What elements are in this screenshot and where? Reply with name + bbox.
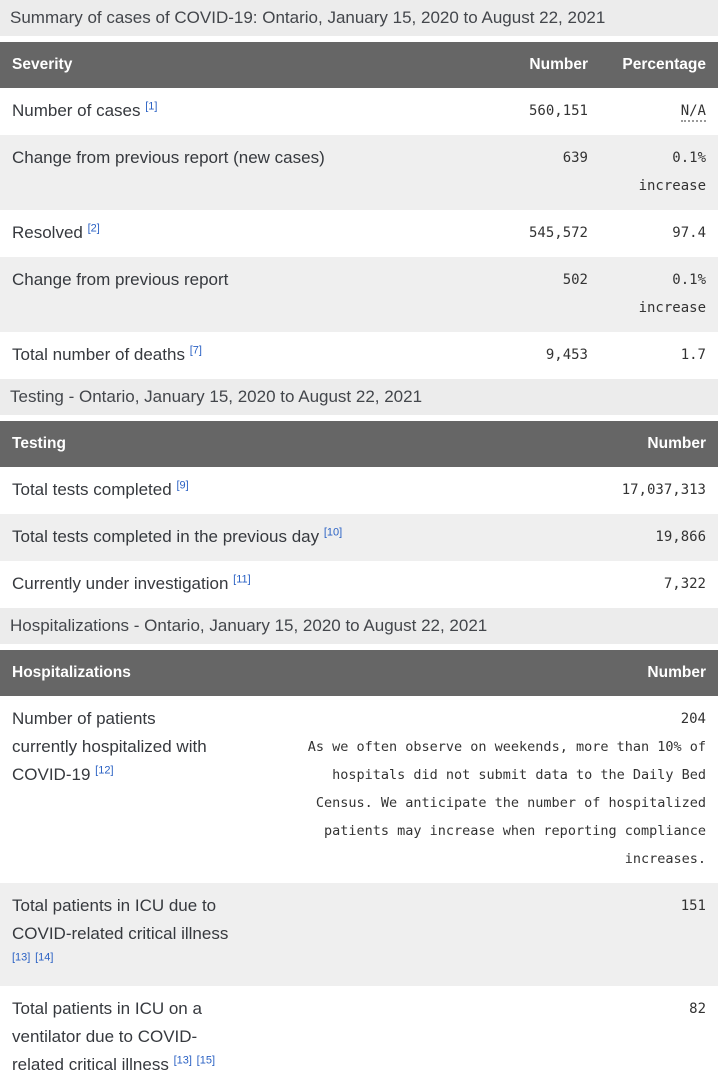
number-value: 9,453 [545, 347, 588, 363]
number-value: 151 [680, 898, 706, 914]
percentage-value: 0.1% increase [638, 150, 706, 194]
table-row: Number of cases [1] 560,151 N/A [0, 88, 718, 135]
number-value: 17,037,313 [621, 482, 706, 498]
number-value: 7,322 [663, 576, 706, 592]
testing-column-header: Testing [12, 435, 66, 452]
summary-table-header: Severity Number Percentage [0, 42, 718, 88]
table-row: Change from previous report (new cases) … [0, 135, 718, 210]
number-cell: 204 As we often observe on weekends, mor… [219, 705, 718, 873]
row-label: Number of patients currently hospitalize… [0, 705, 219, 873]
footnote-link[interactable]: [2] [87, 222, 100, 235]
footnote-link[interactable]: [10] [323, 526, 343, 539]
number-cell: 82 [231, 995, 718, 1079]
percentage-value: 0.1% increase [638, 272, 706, 316]
row-label: Total patients in ICU on a ventilator du… [0, 995, 231, 1079]
number-value: 82 [689, 1001, 706, 1017]
testing-table: Testing Number Total tests completed [9]… [0, 421, 718, 608]
table-row: Resolved [2] 545,572 97.4 [0, 210, 718, 257]
row-label: Total patients in ICU due to COVID-relat… [0, 892, 231, 976]
percentage-column-header: Percentage [622, 56, 706, 73]
number-value: 19,866 [655, 529, 706, 545]
summary-section-title: Summary of cases of COVID-19: Ontario, J… [0, 0, 718, 36]
footnote-link[interactable]: [9] [176, 479, 189, 492]
hospitalizations-section-title: Hospitalizations - Ontario, January 15, … [0, 608, 718, 644]
row-label: Change from previous report (new cases) [0, 144, 450, 200]
footnote-link[interactable]: [11] [233, 573, 251, 586]
row-label: Total tests completed [9] [0, 476, 568, 504]
row-label: Resolved [2] [0, 219, 450, 247]
table-row: Total tests completed in the previous da… [0, 514, 718, 561]
number-column-header: Number [529, 56, 588, 73]
testing-section-title: Testing - Ontario, January 15, 2020 to A… [0, 379, 718, 415]
percentage-value: 1.7 [680, 347, 706, 363]
number-value: 639 [562, 150, 588, 166]
percentage-value: 97.4 [672, 225, 706, 241]
row-label-text: Currently under investigation [12, 574, 229, 593]
row-label: Number of cases [1] [0, 97, 450, 125]
percentage-value: N/A [600, 97, 718, 125]
row-label: Total number of deaths [7] [0, 341, 450, 369]
table-row: Number of patients currently hospitalize… [0, 696, 718, 883]
row-label-text: Total patients in ICU due to COVID-relat… [12, 896, 229, 943]
table-row: Total tests completed [9] 17,037,313 [0, 467, 718, 514]
row-label-text: Change from previous report [12, 270, 229, 289]
summary-table: Severity Number Percentage Number of cas… [0, 42, 718, 379]
number-cell: 151 [231, 892, 718, 976]
footnote-link[interactable]: [13] [12, 951, 31, 964]
number-column-header: Number [647, 435, 706, 452]
row-label-text: Total tests completed [12, 480, 172, 499]
table-row: Total patients in ICU due to COVID-relat… [0, 883, 718, 986]
number-value: 204 [680, 711, 706, 727]
row-label-text: Number of cases [12, 101, 141, 120]
row-label-text: Total number of deaths [12, 345, 185, 364]
table-row: Total patients in ICU on a ventilator du… [0, 986, 718, 1089]
row-label-text: Total tests completed in the previous da… [12, 527, 320, 546]
footnote-link[interactable]: [13] [173, 1054, 192, 1067]
hospitalizations-table: Hospitalizations Number Number of patien… [0, 650, 718, 1089]
table-row: Total number of deaths [7] 9,453 1.7 [0, 332, 718, 379]
footnote-link[interactable]: [7] [189, 344, 202, 357]
row-label: Currently under investigation [11] [0, 570, 568, 598]
testing-table-header: Testing Number [0, 421, 718, 467]
hospitalizations-table-header: Hospitalizations Number [0, 650, 718, 696]
number-value: 560,151 [528, 103, 588, 119]
number-value: 545,572 [528, 225, 588, 241]
row-label: Total tests completed in the previous da… [0, 523, 568, 551]
na-abbreviation: N/A [680, 103, 706, 122]
table-row: Currently under investigation [11] 7,322 [0, 561, 718, 608]
hospitalizations-column-header: Hospitalizations [12, 664, 131, 681]
footnote-link[interactable]: [15] [196, 1054, 216, 1067]
severity-column-header: Severity [12, 56, 73, 73]
row-label: Change from previous report [0, 266, 450, 322]
row-label-text: Change from previous report (new cases) [12, 148, 325, 167]
footnote-link[interactable]: [14] [35, 951, 54, 964]
number-value: 502 [562, 272, 588, 288]
hospital-census-note: As we often observe on weekends, more th… [307, 739, 706, 867]
table-row: Change from previous report 502 0.1% inc… [0, 257, 718, 332]
number-column-header: Number [647, 664, 706, 681]
row-label-text: Number of patients currently hospitalize… [12, 709, 207, 784]
row-label-text: Resolved [12, 223, 83, 242]
footnote-link[interactable]: [12] [95, 764, 114, 777]
footnote-link[interactable]: [1] [145, 100, 158, 113]
